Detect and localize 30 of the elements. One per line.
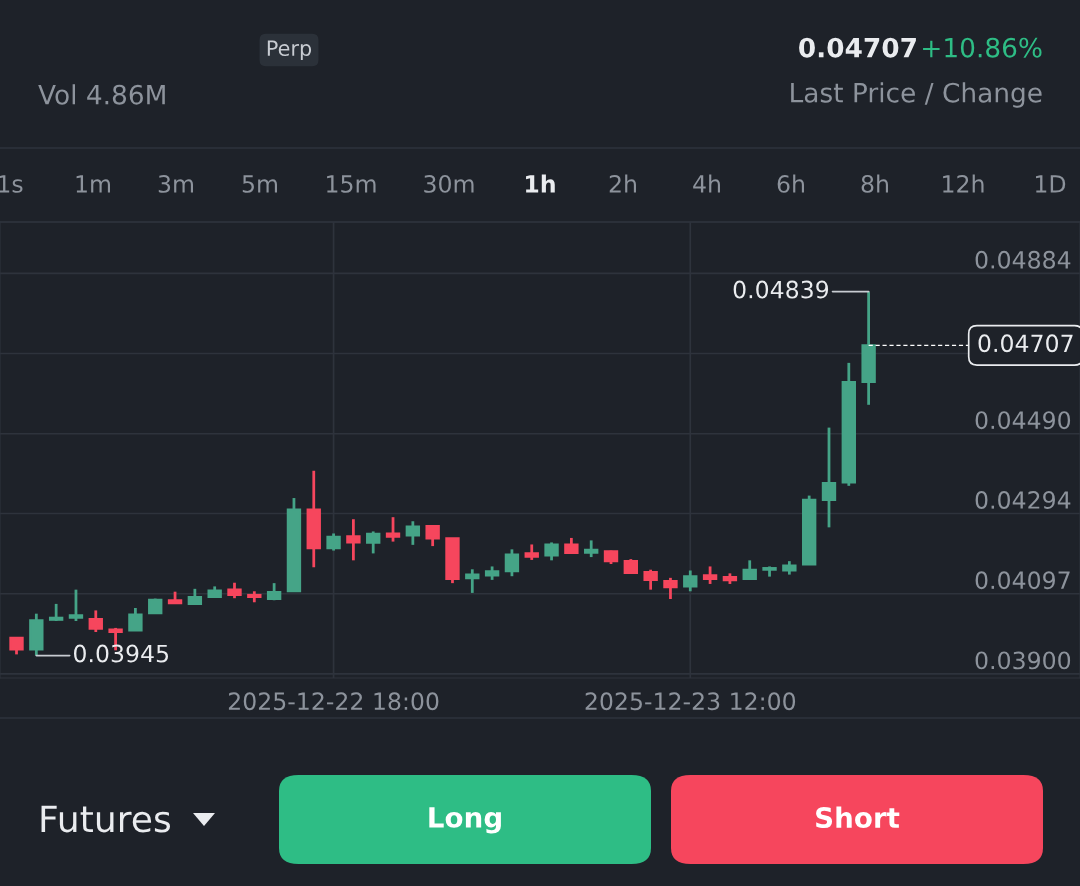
text: 5m (242, 175, 278, 193)
text: 2h (609, 174, 636, 193)
y-tick-label: 0.03900 (975, 651, 1071, 670)
text: 3m (158, 174, 194, 193)
text: Last Price / Change (791, 82, 1042, 108)
text: 8h (861, 174, 888, 193)
text: 12h (943, 174, 984, 193)
annotation: 0.04839 (733, 280, 829, 299)
annotation: 0.03945 (74, 644, 169, 663)
text: 30m (424, 174, 474, 193)
y-tick-label: 0.04294 (975, 491, 1071, 509)
text: Futures (41, 805, 171, 833)
text: 0.04707 (799, 37, 916, 58)
text: Perp (267, 40, 312, 61)
text: Long (429, 807, 501, 834)
text: 4h (693, 174, 720, 193)
text: +10.86% (923, 37, 1042, 58)
text: 1D (1035, 175, 1066, 193)
x-tick-label: 2025-12-23 12:00 (585, 692, 796, 711)
text: 15m (327, 175, 376, 193)
y-tick-label: 0.04884 (975, 250, 1071, 269)
text: 6h (777, 174, 804, 193)
text: 1m (76, 175, 111, 193)
text: Vol 4.86M (38, 84, 165, 105)
text: 1h (526, 174, 555, 193)
ref-line-label: 0.04707 (978, 334, 1073, 353)
x-tick-label: 2025-12-22 18:00 (228, 692, 439, 711)
text: Short (816, 806, 900, 829)
y-tick-label: 0.04097 (975, 571, 1070, 590)
y-tick-label: 0.04490 (975, 411, 1071, 430)
